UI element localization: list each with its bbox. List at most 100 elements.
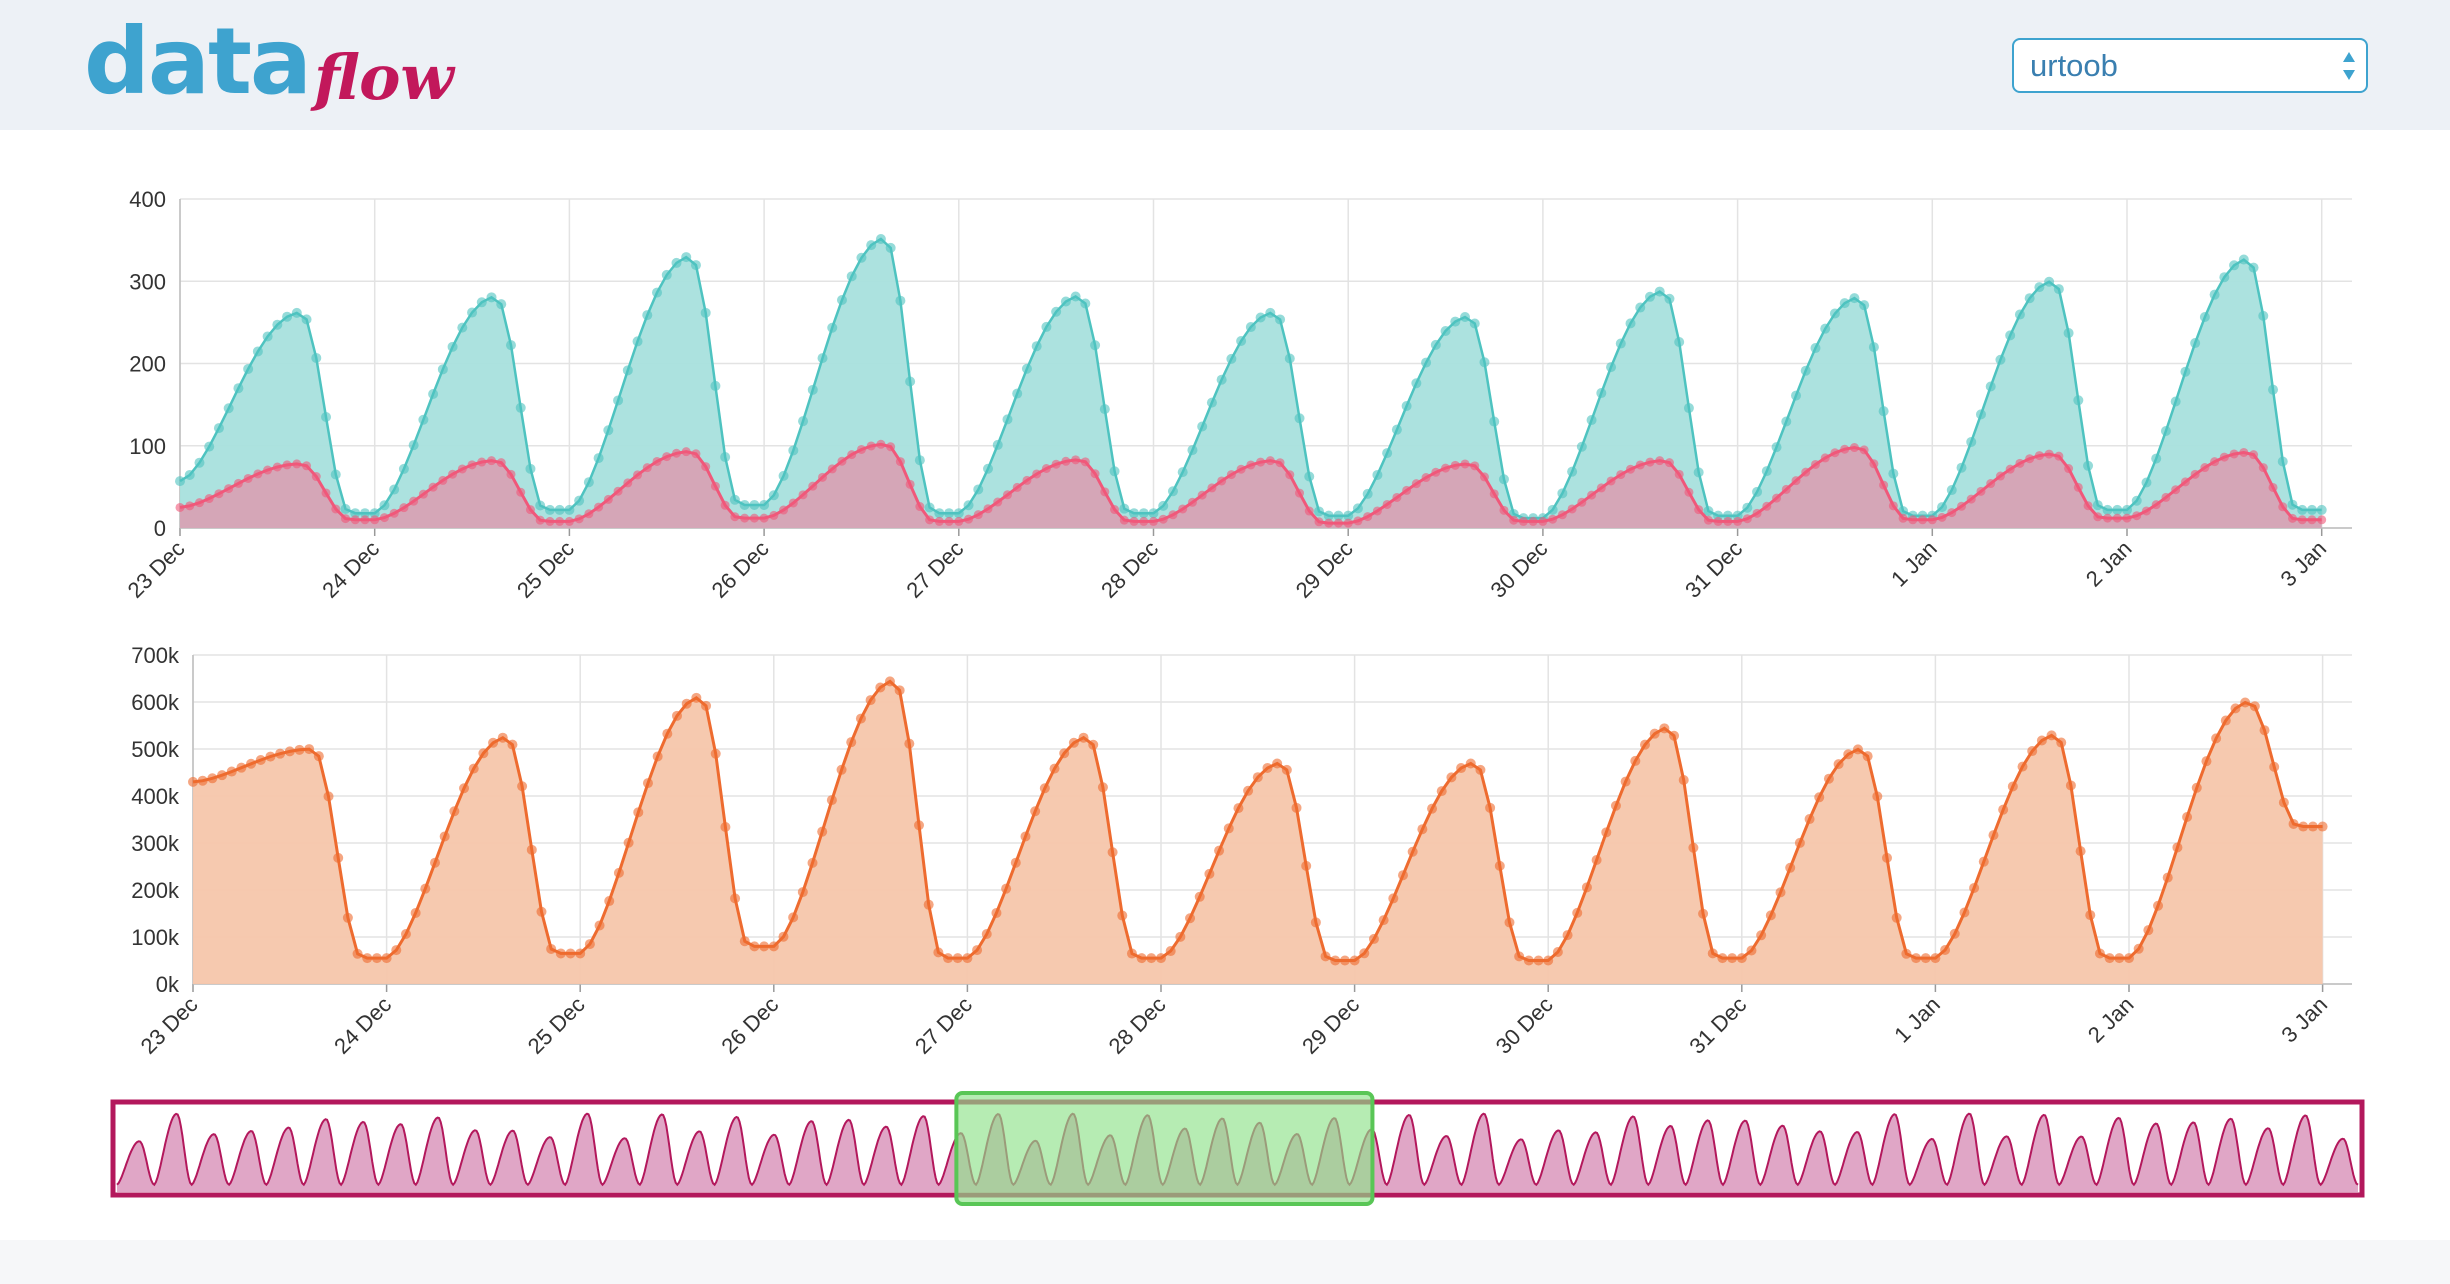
data-point xyxy=(2161,492,2171,502)
data-point xyxy=(2162,872,2173,883)
data-point xyxy=(1814,792,1825,803)
data-point xyxy=(1920,953,1931,964)
data-point xyxy=(866,240,877,251)
data-point xyxy=(1523,955,1534,966)
data-point xyxy=(1985,381,1996,392)
data-point xyxy=(1606,362,1617,373)
data-point xyxy=(496,458,506,468)
data-point xyxy=(876,439,886,449)
data-point xyxy=(642,310,653,321)
data-point xyxy=(944,516,954,526)
data-point xyxy=(2258,310,2269,321)
data-point xyxy=(2083,501,2093,511)
data-point xyxy=(1158,500,1169,511)
data-point xyxy=(438,475,448,485)
data-point xyxy=(1485,802,1496,813)
data-point xyxy=(1314,517,1324,527)
data-point xyxy=(865,695,876,706)
data-point xyxy=(1644,291,1655,302)
data-point xyxy=(652,287,663,298)
data-point xyxy=(1543,955,1554,966)
data-point xyxy=(447,341,458,352)
data-point xyxy=(788,912,799,923)
data-point xyxy=(2151,500,2161,510)
data-point xyxy=(2240,697,2251,708)
data-point xyxy=(1898,513,1908,523)
data-point xyxy=(1762,501,1772,511)
dataflow-logo[interactable]: data flow xyxy=(84,2,454,122)
x-tick-label: 25 Dec xyxy=(523,992,590,1059)
x-tick-label: 30 Dec xyxy=(1485,536,1552,603)
data-point xyxy=(1129,508,1140,519)
data-point xyxy=(1304,471,1315,482)
data-point xyxy=(1888,501,1898,511)
data-point xyxy=(2269,761,2280,772)
data-point xyxy=(1878,406,1889,417)
data-point xyxy=(671,448,681,458)
data-point xyxy=(2199,311,2210,322)
data-point xyxy=(798,416,809,427)
data-point xyxy=(1214,845,1225,856)
data-point xyxy=(749,941,760,952)
data-point xyxy=(1698,908,1709,919)
data-point xyxy=(1049,763,1060,774)
dataset-select-value: urtoob xyxy=(2030,48,2118,83)
data-point xyxy=(457,322,468,333)
data-point xyxy=(1548,514,1558,524)
dataset-select[interactable]: urtoob xyxy=(2012,38,2368,93)
data-point xyxy=(457,464,467,474)
data-point xyxy=(263,465,273,475)
data-point xyxy=(1947,508,1957,518)
data-point xyxy=(544,504,555,515)
data-point xyxy=(1313,506,1324,517)
data-point xyxy=(1713,516,1723,526)
data-point xyxy=(1733,516,1743,526)
data-point xyxy=(1791,390,1802,401)
data-point xyxy=(2219,272,2230,283)
data-point xyxy=(2014,309,2025,320)
data-point xyxy=(311,352,322,363)
data-point xyxy=(1781,416,1792,427)
brush-selection[interactable] xyxy=(954,1091,1375,1206)
data-point xyxy=(1688,842,1699,853)
x-tick-label: 25 Dec xyxy=(512,536,579,603)
data-point xyxy=(1411,378,1422,389)
data-point xyxy=(420,883,431,894)
data-point xyxy=(1533,955,1544,966)
data-point xyxy=(2317,515,2327,525)
overview-brush[interactable] xyxy=(0,1080,2450,1220)
x-tick-label: 31 Dec xyxy=(1680,536,1747,603)
data-point xyxy=(914,820,924,831)
data-point xyxy=(701,462,711,472)
data-point xyxy=(226,766,237,777)
data-point xyxy=(2017,761,2028,772)
data-point xyxy=(973,484,984,495)
data-point xyxy=(175,476,185,487)
data-point xyxy=(964,514,974,524)
data-point xyxy=(459,783,470,794)
data-point xyxy=(836,295,847,306)
data-point xyxy=(2151,453,2162,464)
series-points xyxy=(175,439,2327,528)
data-point xyxy=(633,807,644,818)
data-point xyxy=(642,463,652,473)
data-point xyxy=(1649,728,1660,739)
data-point xyxy=(583,477,594,488)
data-point xyxy=(428,482,438,492)
data-point xyxy=(304,744,315,755)
data-point xyxy=(1301,860,1312,871)
data-point xyxy=(690,260,701,271)
data-point xyxy=(905,479,915,489)
data-point xyxy=(1518,516,1528,526)
data-point xyxy=(204,494,214,504)
data-point xyxy=(1236,464,1246,474)
data-point xyxy=(2200,463,2210,473)
data-point xyxy=(2288,818,2299,829)
data-point xyxy=(1843,749,1854,760)
data-point xyxy=(1552,947,1563,958)
data-point xyxy=(934,508,945,519)
data-point xyxy=(1966,436,1977,447)
data-point xyxy=(1829,308,1840,319)
data-point xyxy=(1562,930,1573,941)
data-point xyxy=(1126,948,1137,959)
